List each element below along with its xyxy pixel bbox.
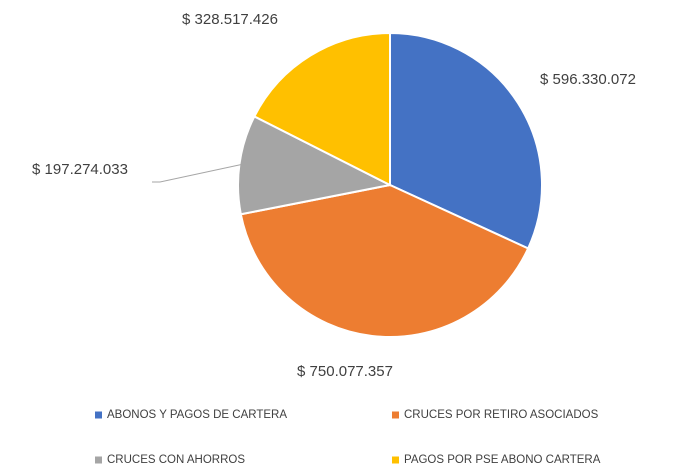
- pie-slice: [239, 183, 530, 338]
- legend-swatch: [392, 411, 399, 419]
- data-label: $ 328.517.426: [182, 11, 278, 28]
- data-label: $ 596.330.072: [540, 71, 636, 88]
- pie-slice: [389, 31, 543, 250]
- pie-slice: [237, 115, 394, 216]
- legend-swatch: [95, 411, 102, 419]
- legend-label: CRUCES CON AHORROS: [107, 454, 245, 466]
- legend-label: ABONOS Y PAGOS DE CARTERA: [107, 409, 287, 421]
- pie-slice: [253, 31, 391, 187]
- legend-label: CRUCES POR RETIRO ASOCIADOS: [404, 409, 599, 421]
- leader-line: [152, 163, 242, 183]
- data-label: $ 750.077.357: [297, 363, 393, 380]
- legend-swatch: [392, 456, 399, 464]
- data-label: $ 197.274.033: [32, 161, 128, 178]
- legend-swatch: [95, 456, 102, 464]
- legend-label: PAGOS POR PSE ABONO CARTERA: [404, 454, 601, 466]
